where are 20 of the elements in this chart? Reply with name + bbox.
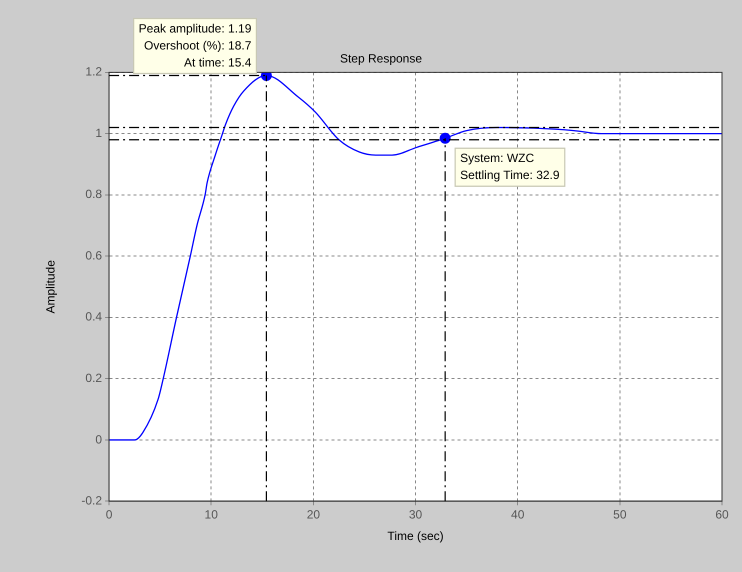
y-tick-label: 0.2 [85,371,102,385]
x-tick-label: 60 [715,508,729,522]
y-tick-label: 1 [95,126,102,140]
x-tick-label: 0 [106,508,113,522]
x-tick-label: 30 [408,508,423,522]
y-tick-label: 0 [95,432,102,446]
chart-title: Step Response [340,52,422,66]
y-tick-label: -0.2 [81,494,102,508]
y-axis-title: Amplitude [44,260,58,314]
annotation: Peak amplitude: 1.19 Overshoot (%): 18.7 At time: 15.4 [138,21,252,70]
annotation: System: WZC Settling Time: 32.9 [460,151,560,182]
x-tick-label: 40 [511,508,525,522]
y-tick-label: 1.2 [85,64,102,79]
x-tick-label: 50 [613,508,627,522]
y-tick-label: 0.6 [85,248,102,262]
x-axis-title: Time (sec) [387,529,444,544]
x-tick-label: 10 [204,508,218,522]
y-tick-label: 0.8 [85,187,102,202]
y-tick-label: 0.4 [85,310,102,324]
x-tick-label: 20 [306,508,320,522]
